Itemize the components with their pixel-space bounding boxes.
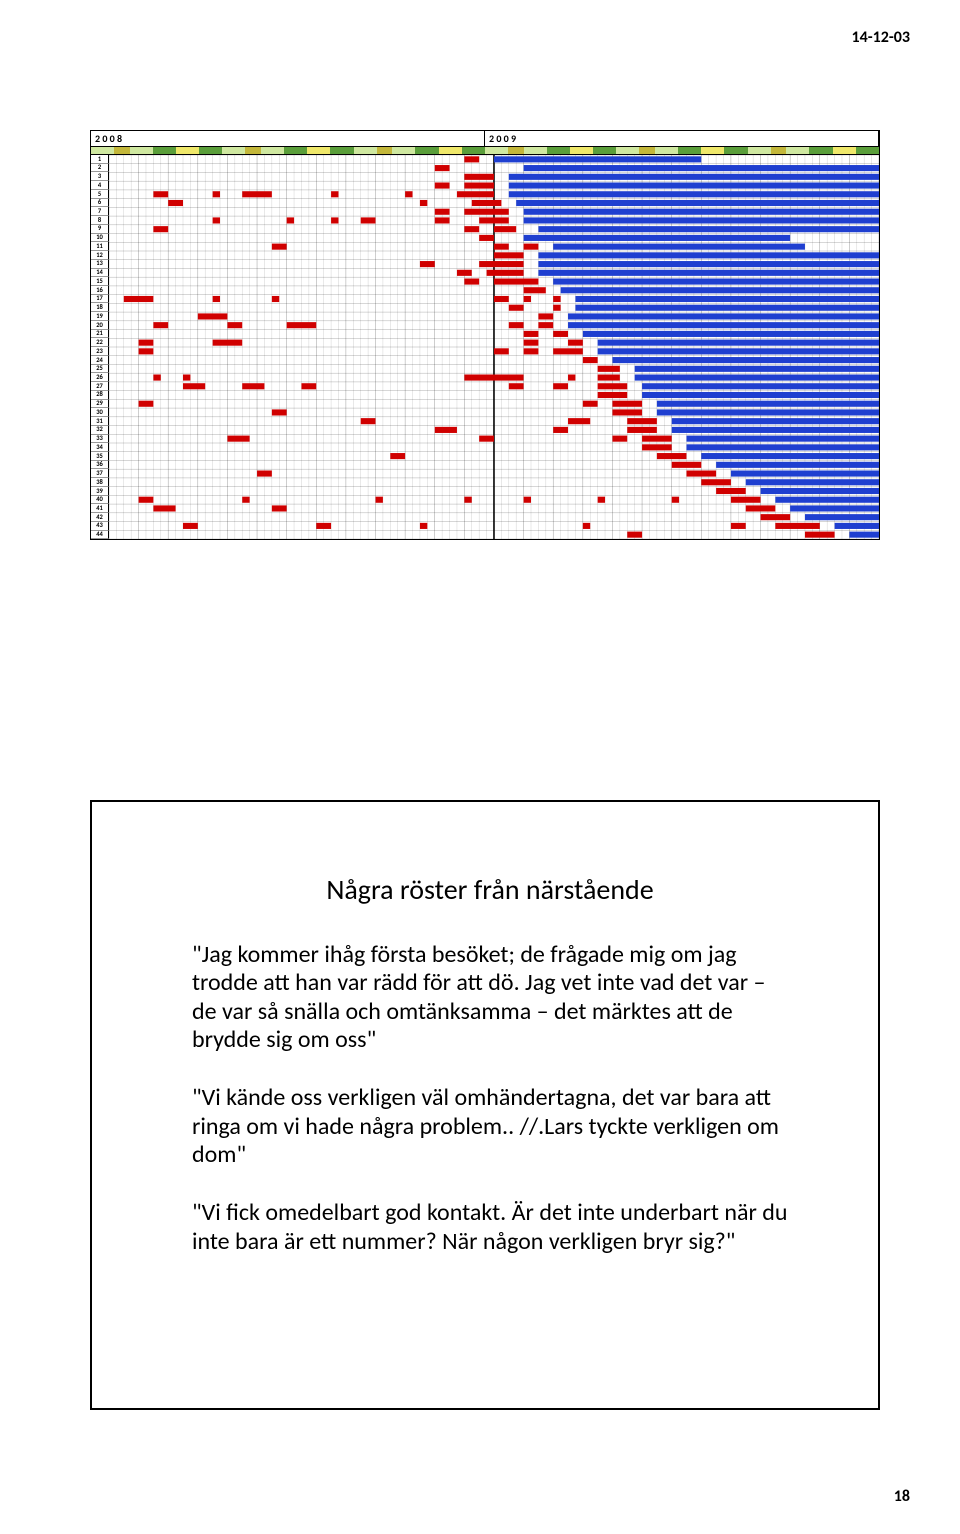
row-label: 19: [91, 312, 109, 321]
date-header: 14-12-03: [852, 28, 910, 47]
quote-1: "Jag kommer ihåg första besöket; de fråg…: [192, 941, 788, 1054]
quote-2: "Vi kände oss verkligen väl omhändertagn…: [192, 1084, 788, 1169]
row-label: 14: [91, 269, 109, 278]
gantt-chart-panel: 2 0 0 8 2 0 0 9 123456789101112131415161…: [90, 130, 880, 540]
row-label: 44: [91, 531, 109, 540]
row-label: 33: [91, 435, 109, 444]
quotes-title: Några röster från närstående: [192, 872, 788, 907]
color-stripe-row: [91, 147, 879, 155]
year-row: 2 0 0 8 2 0 0 9: [91, 131, 879, 147]
row-label: 11: [91, 242, 109, 251]
row-label: 26: [91, 373, 109, 382]
row-label: 29: [91, 400, 109, 409]
row-label: 37: [91, 469, 109, 478]
row-label: 7: [91, 207, 109, 216]
page-number: 18: [894, 1487, 910, 1506]
year-2009: 2 0 0 9: [485, 131, 879, 146]
row-labels: 1234567891011121314151617181920212223242…: [91, 155, 109, 539]
row-label: 38: [91, 478, 109, 487]
row-label: 15: [91, 277, 109, 286]
chart-grid-area: 1234567891011121314151617181920212223242…: [91, 155, 879, 539]
chart-svg: [91, 155, 879, 539]
row-label: 30: [91, 408, 109, 417]
year-2008: 2 0 0 8: [91, 131, 485, 146]
quotes-panel: Några röster från närstående "Jag kommer…: [90, 800, 880, 1410]
row-label: 18: [91, 303, 109, 312]
row-label: 4: [91, 181, 109, 190]
quote-3: "Vi fick omedelbart god kontakt. Är det …: [192, 1199, 788, 1256]
row-label: 22: [91, 338, 109, 347]
row-label: 3: [91, 172, 109, 181]
row-label: 41: [91, 504, 109, 513]
row-label: 34: [91, 443, 109, 452]
row-label: 23: [91, 347, 109, 356]
